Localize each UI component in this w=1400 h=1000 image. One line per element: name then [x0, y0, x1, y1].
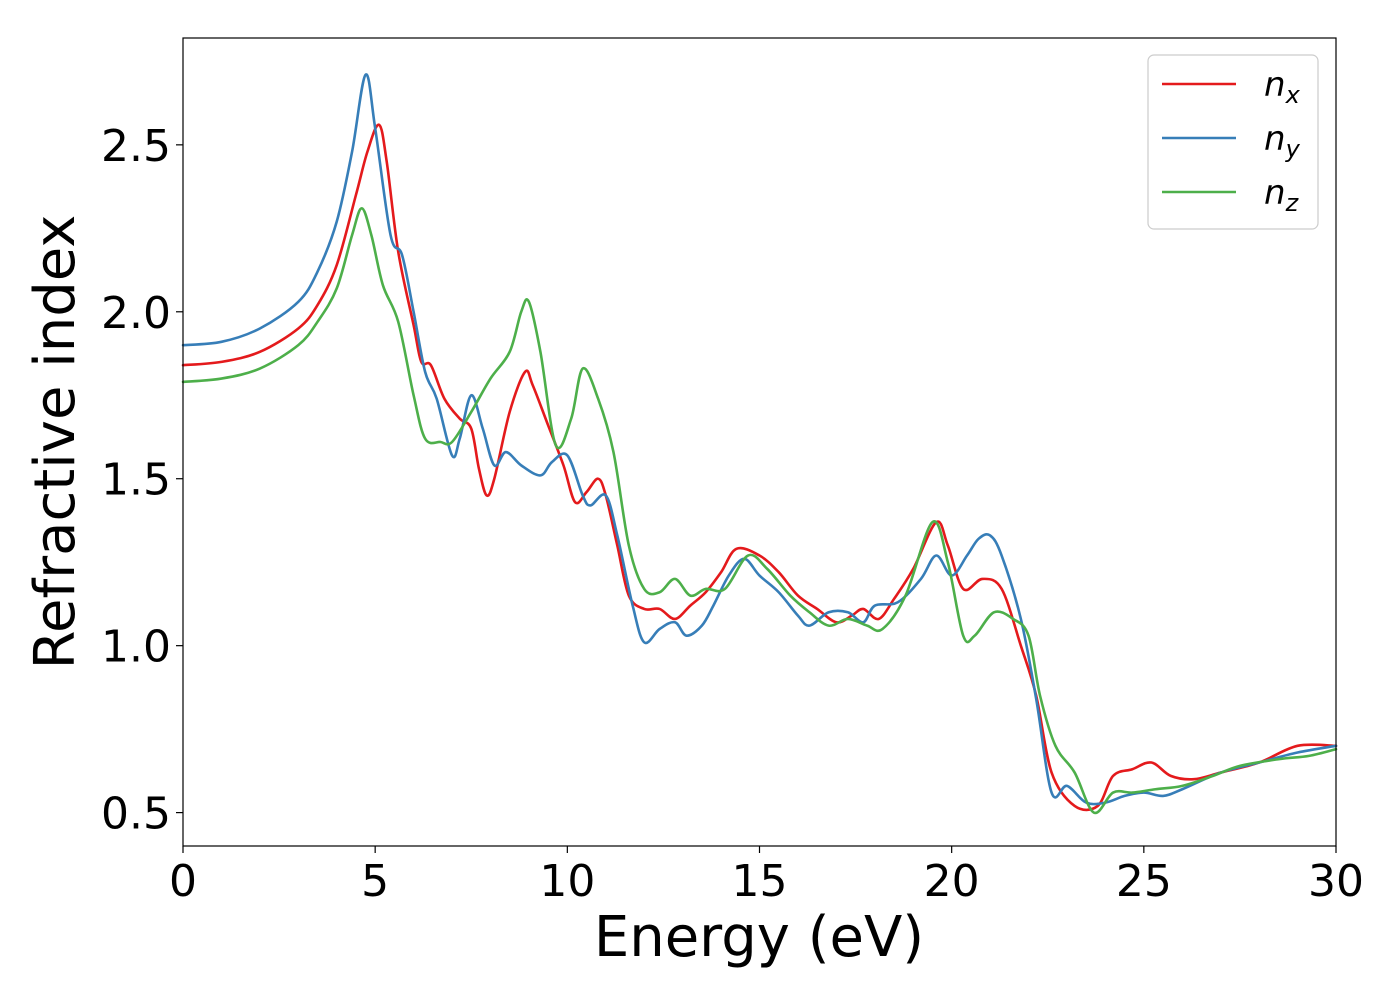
x-axis-title: Energy (eV)	[594, 905, 924, 970]
series-layer	[181, 73, 1338, 815]
x-tick-label: 15	[732, 856, 788, 907]
y-tick-label: 2.5	[101, 121, 171, 172]
y-tick-label: 0.5	[101, 789, 171, 840]
x-axis-ticks: 0 5 10 15 20 25 30	[169, 846, 1364, 907]
y-axis-title: Refractive index	[23, 215, 88, 670]
x-tick-label: 20	[924, 856, 980, 907]
x-tick-label: 25	[1116, 856, 1172, 907]
series-line-z	[181, 206, 1338, 815]
x-tick-label: 30	[1308, 856, 1364, 907]
y-tick-label: 2.0	[101, 288, 171, 339]
series-line-y	[181, 73, 1338, 806]
legend-label-x: nx	[1264, 65, 1301, 109]
x-tick-label: 0	[169, 856, 197, 907]
legend-label-y: ny	[1264, 119, 1301, 163]
y-tick-label: 1.0	[101, 622, 171, 673]
x-tick-label: 10	[539, 856, 595, 907]
legend-box	[1147, 54, 1319, 230]
x-tick-label: 5	[361, 856, 389, 907]
y-axis-ticks: 0.5 1.0 1.5 2.0 2.5	[101, 121, 183, 840]
series-line-x	[181, 123, 1338, 812]
y-tick-label: 1.5	[101, 455, 171, 506]
